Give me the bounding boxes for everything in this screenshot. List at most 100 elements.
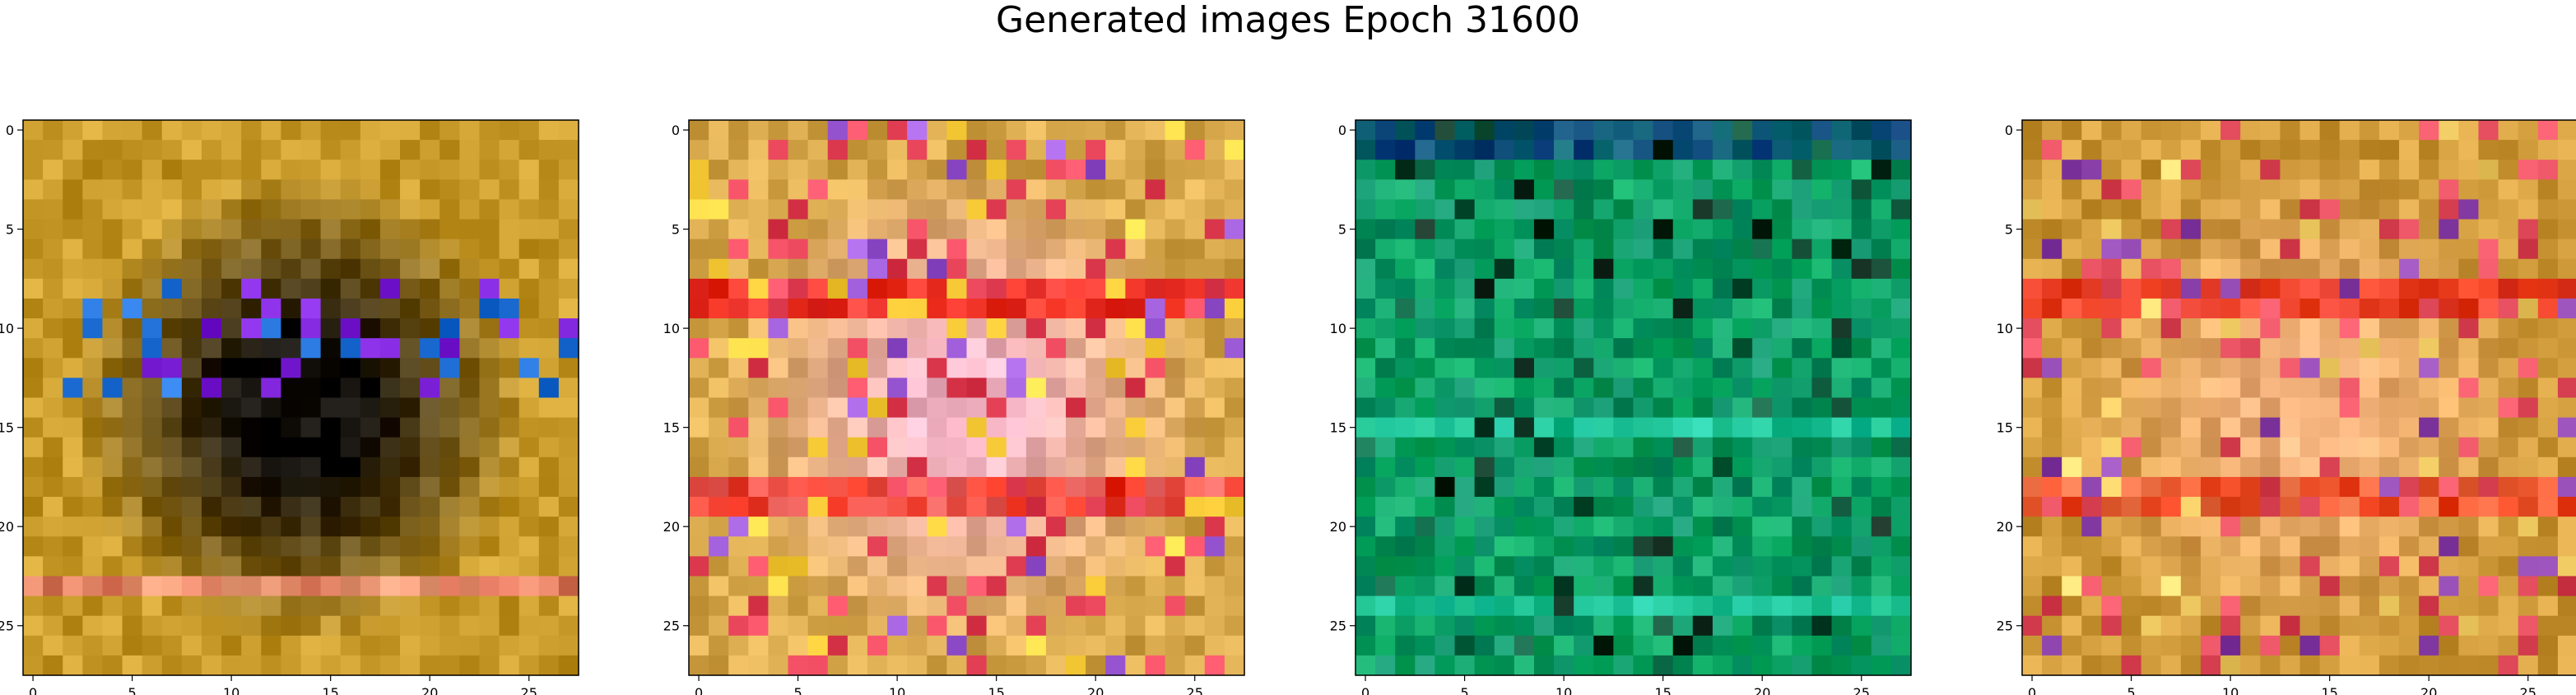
pixel xyxy=(2081,298,2103,319)
pixel xyxy=(1184,120,1206,141)
pixel xyxy=(102,576,123,597)
pixel xyxy=(966,576,988,597)
pixel xyxy=(439,615,460,637)
pixel xyxy=(2022,120,2043,141)
pixel xyxy=(1692,556,1713,577)
pixel xyxy=(1752,437,1773,458)
pixel xyxy=(1653,397,1674,419)
pixel xyxy=(261,397,281,419)
pixel xyxy=(320,338,342,359)
pixel xyxy=(907,517,928,537)
pixel xyxy=(689,595,709,617)
pixel xyxy=(867,437,888,458)
pixel xyxy=(181,179,202,201)
pixel xyxy=(2081,378,2103,399)
pixel xyxy=(1355,239,1376,260)
pixel xyxy=(538,497,560,517)
pixel xyxy=(748,417,770,438)
pixel xyxy=(1454,298,1476,319)
pixel xyxy=(1494,160,1515,180)
pixel xyxy=(2022,517,2043,537)
pixel xyxy=(320,556,342,577)
pixel xyxy=(2339,397,2360,419)
pixel xyxy=(728,576,749,597)
pixel xyxy=(1066,655,1086,676)
pixel xyxy=(1045,536,1067,557)
pixel xyxy=(728,278,749,299)
pixel xyxy=(281,179,302,201)
pixel xyxy=(261,338,281,359)
pixel xyxy=(2339,199,2360,220)
pixel xyxy=(1125,140,1146,160)
pixel xyxy=(300,456,322,478)
pixel xyxy=(2280,456,2301,478)
pixel xyxy=(538,120,560,141)
pixel xyxy=(2280,417,2301,438)
pixel xyxy=(2220,437,2241,458)
pixel xyxy=(709,378,729,399)
pixel xyxy=(281,497,302,517)
pixel xyxy=(927,120,947,141)
pixel xyxy=(499,595,520,617)
pixel xyxy=(2439,358,2459,378)
pixel xyxy=(2419,635,2439,656)
pixel xyxy=(1045,318,1067,339)
pixel xyxy=(887,517,908,537)
pixel xyxy=(2498,318,2519,339)
pixel xyxy=(122,199,143,220)
pixel xyxy=(2160,298,2182,319)
pixel xyxy=(420,655,440,676)
pixel xyxy=(2240,120,2261,141)
pixel xyxy=(1752,655,1773,676)
pixel xyxy=(1574,258,1594,280)
pixel xyxy=(2518,239,2539,260)
pixel xyxy=(2042,120,2062,141)
pixel xyxy=(1434,635,1456,656)
pixel xyxy=(538,160,560,180)
pixel xyxy=(1454,378,1476,399)
pixel xyxy=(2160,615,2182,637)
pixel xyxy=(400,318,421,339)
pixel xyxy=(1811,199,1833,220)
pixel xyxy=(2081,655,2103,676)
pixel xyxy=(2062,120,2082,141)
pixel xyxy=(1025,476,1047,498)
pixel xyxy=(748,437,770,458)
pixel xyxy=(2359,338,2380,359)
pixel xyxy=(2518,179,2539,201)
pixel xyxy=(748,536,770,557)
pixel xyxy=(1752,278,1773,299)
pixel xyxy=(201,615,222,637)
pixel xyxy=(2220,497,2241,517)
pixel xyxy=(788,120,809,141)
pixel xyxy=(1811,615,1833,637)
pixel xyxy=(1593,437,1614,458)
pixel xyxy=(887,536,908,557)
pixel xyxy=(122,517,143,537)
pixel xyxy=(2062,278,2082,299)
pixel xyxy=(2022,298,2043,319)
pixel xyxy=(709,140,729,160)
pixel xyxy=(499,140,520,160)
pixel xyxy=(1105,160,1126,180)
pixel xyxy=(63,615,83,637)
pixel xyxy=(1574,358,1594,378)
pixel xyxy=(1653,199,1674,220)
pixel xyxy=(2141,120,2162,141)
pixel xyxy=(1831,338,1853,359)
pixel xyxy=(1474,595,1495,617)
x-tick-label: 15 xyxy=(322,685,338,695)
pixel xyxy=(2180,417,2202,438)
pixel xyxy=(2478,219,2499,240)
pixel xyxy=(1184,397,1206,419)
pixel xyxy=(907,120,928,141)
pixel xyxy=(2260,338,2281,359)
pixel xyxy=(1732,536,1753,557)
pixel xyxy=(2101,199,2123,220)
pixel xyxy=(1494,199,1515,220)
pixel xyxy=(2121,298,2142,319)
pixel xyxy=(1633,476,1654,498)
pixel xyxy=(1554,655,1574,676)
pixel xyxy=(2141,258,2162,280)
